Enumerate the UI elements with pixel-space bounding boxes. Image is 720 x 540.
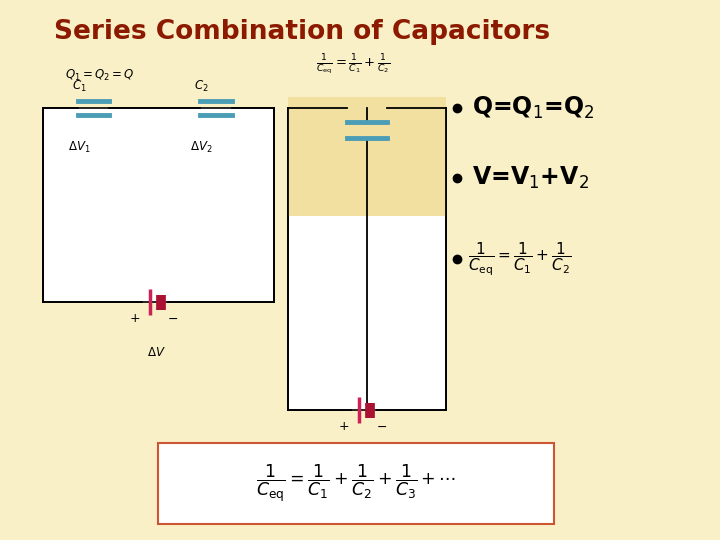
Text: Q=Q$_1$=Q$_2$: Q=Q$_1$=Q$_2$ [472, 95, 594, 121]
Bar [288, 97, 446, 216]
Text: $\frac{1}{C_{\rm eq}} = \frac{1}{C_1} + \frac{1}{C_2}$: $\frac{1}{C_{\rm eq}} = \frac{1}{C_1} + … [315, 53, 390, 77]
Text: +: + [130, 312, 140, 325]
Text: Series Combination of Capacitors: Series Combination of Capacitors [54, 19, 551, 45]
Text: $\Delta V_1$: $\Delta V_1$ [68, 140, 91, 156]
Text: $C_2$: $C_2$ [194, 79, 209, 94]
Text: $-$: $-$ [376, 420, 387, 433]
Text: $C_1$: $C_1$ [72, 79, 86, 94]
Text: $\Delta V_2$: $\Delta V_2$ [190, 140, 213, 156]
Bar [288, 108, 446, 410]
Text: $-$: $-$ [167, 312, 179, 325]
Text: $Q_1 = Q_2 = Q$: $Q_1 = Q_2 = Q$ [65, 68, 134, 83]
Text: $\dfrac{1}{C_{\rm eq}} = \dfrac{1}{C_1} + \dfrac{1}{C_2}$: $\dfrac{1}{C_{\rm eq}} = \dfrac{1}{C_1} … [468, 240, 572, 278]
Text: $\Delta V$: $\Delta V$ [147, 346, 166, 359]
Text: V=V$_1$+V$_2$: V=V$_1$+V$_2$ [472, 165, 589, 191]
Bar [158, 443, 554, 524]
Bar [288, 97, 446, 216]
Bar [43, 108, 274, 302]
Text: $\dfrac{1}{C_{\rm eq}} = \dfrac{1}{C_1} + \dfrac{1}{C_2} + \dfrac{1}{C_3} + \cdo: $\dfrac{1}{C_{\rm eq}} = \dfrac{1}{C_1} … [256, 462, 456, 504]
Text: $\Delta V$: $\Delta V$ [356, 454, 374, 467]
Text: +: + [338, 420, 348, 433]
